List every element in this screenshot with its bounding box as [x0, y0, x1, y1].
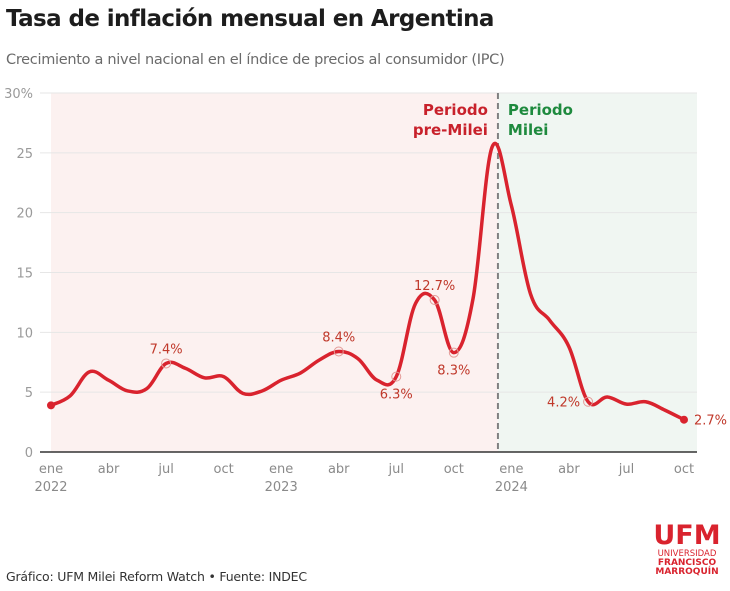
logo-line-2: FRANCISCO: [657, 557, 717, 568]
annotation-marker: [161, 358, 172, 369]
chart-title: Tasa de inflación mensual en Argentina: [6, 6, 494, 32]
annotation-label: 12.7%: [414, 279, 455, 294]
y-tick-label: 5: [25, 386, 33, 401]
data-point-2022-10: [222, 375, 226, 379]
data-point-2023-11: [471, 297, 475, 301]
logo-line-3: MARROQUÍN: [655, 566, 719, 577]
x-tick-label: jul: [618, 462, 634, 477]
data-point-2022-03: [87, 370, 91, 374]
data-point-2023-01: [279, 378, 283, 382]
y-tick-label: 15: [16, 267, 33, 282]
data-point-2022-11: [241, 391, 245, 395]
logo-line-1: UNIVERSIDAD: [657, 549, 717, 559]
inflation-line-chart: 0 5 10 15 20 25 30% ene 2022 abr jul oct ene 2023 abr…: [4, 87, 727, 495]
x-tick-label: oct: [444, 462, 464, 477]
data-point-2024-04: [567, 345, 571, 349]
data-point-2024-07: [624, 402, 628, 406]
data-point-2023-04: [337, 349, 341, 353]
x-tick-label: oct: [674, 462, 694, 477]
y-axis-ticks: 0 5 10 15 20 25 30%: [4, 87, 33, 461]
period-label-milei-line1: Periodo: [508, 101, 573, 119]
x-tick-label: abr: [328, 462, 350, 477]
data-point-2023-06: [375, 378, 379, 382]
x-tick-year: 2022: [34, 480, 67, 495]
annotation-label: 4.2%: [547, 396, 580, 411]
x-tick-label: jul: [157, 462, 173, 477]
ufm-logo: UFM UNIVERSIDAD FRANCISCO MARROQUÍN: [650, 522, 724, 577]
period-labels: Periodo pre-Milei Periodo Milei: [413, 101, 573, 139]
data-point-2024-02: [529, 292, 533, 296]
annotation-label: 8.4%: [322, 330, 355, 345]
annotation-label: 8.3%: [437, 364, 470, 379]
data-point-2022-06: [145, 387, 149, 391]
y-tick-label: 25: [16, 147, 33, 162]
data-point-2024-06: [605, 395, 609, 399]
period-label-milei-line2: Milei: [508, 121, 549, 139]
data-point-2024-05: [586, 400, 590, 404]
x-tick-label: abr: [558, 462, 580, 477]
data-point-2024-09: [663, 408, 667, 412]
x-tick-label: ene: [499, 462, 523, 477]
annotation-marker: [448, 347, 459, 358]
logo-acronym: UFM: [653, 520, 721, 551]
data-point-2022-07: [164, 361, 168, 365]
y-tick-label: 20: [16, 207, 33, 222]
x-tick-year: 2023: [265, 480, 298, 495]
x-tick-label: jul: [388, 462, 404, 477]
data-point-2022-08: [183, 366, 187, 370]
annotations: 7.4% 8.4% 6.3% 12.7% 8.3% 4.2% 2.7%: [150, 279, 727, 429]
data-point-2023-03: [318, 358, 322, 362]
data-point-2022-04: [107, 378, 111, 382]
data-point-2024-01: [509, 203, 513, 207]
start-point-marker: [47, 401, 55, 410]
data-point-2023-05: [356, 357, 360, 361]
x-tick-year: 2024: [495, 480, 528, 495]
series-line: [47, 141, 688, 424]
period-label-pre-milei-line2: pre-Milei: [413, 121, 488, 139]
y-tick-label: 0: [25, 446, 33, 461]
data-point-2022-05: [126, 389, 130, 393]
data-point-2023-02: [298, 371, 302, 375]
gridlines: [40, 92, 697, 453]
y-tick-label: 10: [16, 326, 33, 341]
annotation-marker: [429, 295, 440, 306]
data-point-2022-09: [202, 376, 206, 380]
annotation-marker: [391, 371, 402, 382]
data-point-2023-12: [490, 145, 494, 149]
annotation-marker: [333, 346, 344, 357]
inflation-series-line: [49, 141, 686, 422]
end-point-marker: [680, 415, 688, 424]
x-tick-label: oct: [214, 462, 234, 477]
period-label-pre-milei-line1: Periodo: [423, 101, 488, 119]
x-axis-ticks: ene 2022 abr jul oct ene 2023 abr jul oct ene 2024 a…: [34, 462, 694, 495]
chart-subtitle: Crecimiento a nivel nacional en el índic…: [6, 52, 505, 68]
data-point-2023-09: [433, 298, 437, 302]
data-point-2024-08: [644, 400, 648, 404]
y-tick-label: 30%: [4, 87, 33, 102]
data-point-2022-02: [68, 394, 72, 398]
annotation-label: 2.7%: [694, 414, 727, 429]
data-point-2022-12: [260, 389, 264, 393]
annotation-marker: [583, 396, 594, 407]
data-point-2024-03: [548, 318, 552, 322]
x-tick-label: ene: [269, 462, 293, 477]
data-point-2023-08: [413, 302, 417, 306]
x-tick-label: ene: [39, 462, 63, 477]
annotation-label: 6.3%: [380, 388, 413, 403]
data-point-2023-07: [394, 375, 398, 379]
source-footer: Gráfico: UFM Milei Reform Watch • Fuente…: [6, 569, 307, 584]
annotation-label: 7.4%: [150, 342, 183, 357]
data-point-2023-10: [452, 351, 456, 355]
x-tick-label: abr: [98, 462, 120, 477]
